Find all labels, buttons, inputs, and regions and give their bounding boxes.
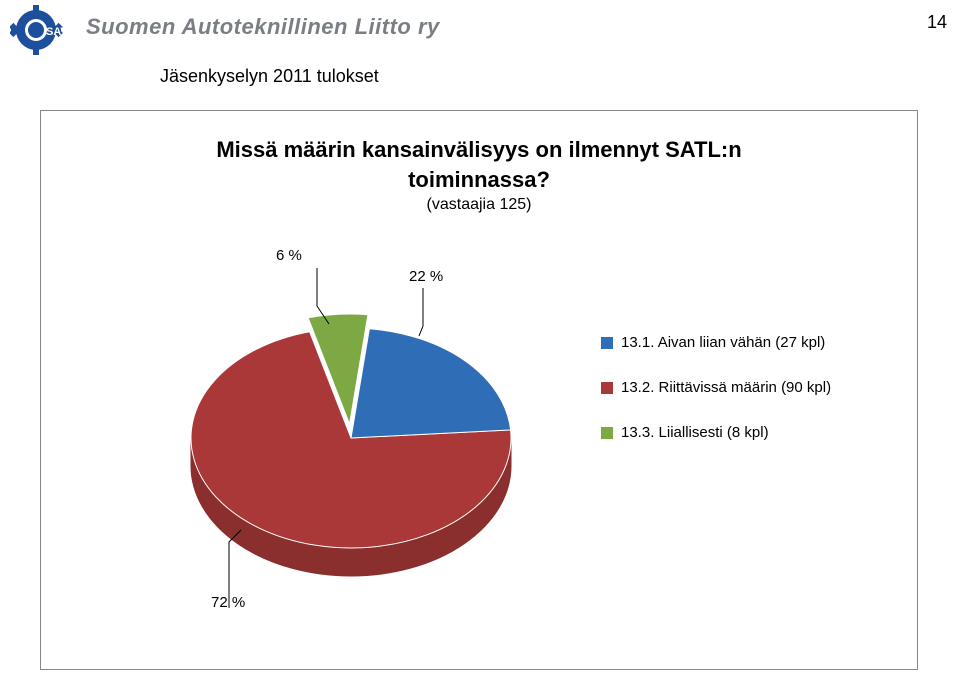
legend-label: 13.1. Aivan liian vähän (27 kpl) bbox=[621, 334, 825, 351]
legend-label: 13.3. Liiallisesti (8 kpl) bbox=[621, 424, 769, 441]
page-header: SATL Suomen Autoteknillinen Liitto ry 14 bbox=[0, 0, 959, 60]
legend-label: 13.2. Riittävissä määrin (90 kpl) bbox=[621, 379, 831, 396]
chart-title: Missä määrin kansainvälisyys on ilmennyt… bbox=[41, 135, 917, 194]
pie-chart bbox=[161, 228, 541, 628]
chart-legend: 13.1. Aivan liian vähän (27 kpl) 13.2. R… bbox=[601, 334, 831, 469]
pct-label-blue: 22 % bbox=[409, 268, 443, 285]
legend-swatch bbox=[601, 427, 613, 439]
plot-area: 6 % 22 % 72 % 13.1. Aivan liian vähän (2… bbox=[41, 214, 917, 644]
chart-subtitle: (vastaajia 125) bbox=[41, 196, 917, 214]
org-name: Suomen Autoteknillinen Liitto ry bbox=[86, 14, 440, 40]
legend-swatch bbox=[601, 337, 613, 349]
pct-label-red: 72 % bbox=[211, 594, 245, 611]
legend-swatch bbox=[601, 382, 613, 394]
satl-logo: SATL bbox=[10, 4, 82, 61]
legend-item: 13.3. Liiallisesti (8 kpl) bbox=[601, 424, 831, 441]
pct-label-green: 6 % bbox=[276, 247, 302, 264]
logo-text: SATL bbox=[46, 26, 74, 38]
page-number: 14 bbox=[927, 12, 947, 33]
chart-title-line2: toiminnassa? bbox=[408, 167, 550, 192]
chart-card: Missä määrin kansainvälisyys on ilmennyt… bbox=[40, 110, 918, 670]
legend-item: 13.1. Aivan liian vähän (27 kpl) bbox=[601, 334, 831, 351]
legend-item: 13.2. Riittävissä määrin (90 kpl) bbox=[601, 379, 831, 396]
chart-title-line1: Missä määrin kansainvälisyys on ilmennyt… bbox=[216, 137, 741, 162]
page-subtitle: Jäsenkyselyn 2011 tulokset bbox=[160, 66, 379, 87]
